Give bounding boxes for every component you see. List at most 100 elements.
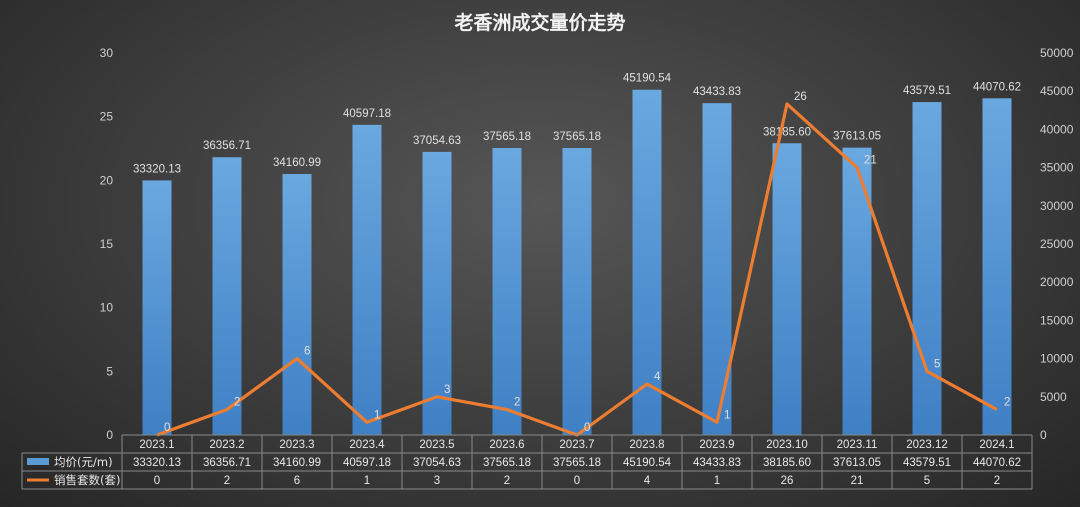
table-price-cell: 37054.63	[413, 457, 461, 469]
sales-count-label: 1	[374, 409, 380, 421]
legend-price-swatch	[27, 458, 49, 465]
left-axis-tick: 30	[100, 46, 114, 60]
table-sales-cell: 2	[994, 475, 1000, 487]
price-bar	[282, 174, 312, 435]
price-bar	[632, 89, 662, 436]
legend-sales-label: 销售套数(套)	[54, 473, 120, 487]
right-axis-tick: 35000	[1040, 161, 1074, 175]
table-price-cell: 33320.13	[133, 457, 181, 469]
left-axis-tick: 5	[106, 364, 113, 378]
price-bar	[352, 124, 382, 435]
table-price-cell: 38185.60	[763, 457, 811, 469]
table-sales-cell: 2	[504, 475, 510, 487]
price-bar	[842, 147, 872, 435]
price-bar-label: 37565.18	[483, 131, 531, 143]
price-bar-label: 34160.99	[273, 157, 321, 169]
category-label: 2024.1	[979, 439, 1014, 451]
sales-count-label: 2	[1004, 397, 1010, 409]
sales-count-label: 2	[514, 397, 520, 409]
price-bar	[562, 148, 592, 436]
right-axis-tick: 0	[1040, 428, 1047, 442]
table-sales-cell: 3	[434, 475, 440, 487]
category-label: 2023.11	[837, 439, 878, 451]
sales-count-label: 21	[864, 155, 877, 167]
price-bar-label: 33320.13	[133, 163, 181, 175]
price-bar	[142, 180, 172, 435]
sales-count-label: 0	[164, 422, 170, 434]
right-axis-tick: 30000	[1040, 199, 1074, 213]
price-bar	[212, 157, 242, 435]
table-price-cell: 40597.18	[343, 457, 391, 469]
table-sales-cell: 2	[224, 475, 230, 487]
price-bar-label: 38185.60	[763, 126, 811, 138]
sales-count-label: 6	[304, 346, 310, 358]
table-sales-cell: 26	[781, 475, 794, 487]
right-axis-tick: 40000	[1040, 122, 1074, 136]
table-price-cell: 44070.62	[973, 457, 1021, 469]
table-sales-cell: 21	[851, 475, 864, 487]
table-price-cell: 37613.05	[833, 457, 881, 469]
category-label: 2023.10	[766, 439, 808, 451]
legend-price-label: 均价(元/m)	[54, 455, 113, 469]
sales-count-label: 3	[444, 384, 450, 396]
category-label: 2023.6	[489, 439, 524, 451]
price-bar-label: 37054.63	[413, 135, 461, 147]
price-bar-label: 44070.62	[973, 81, 1021, 93]
left-axis-tick: 20	[100, 173, 114, 187]
sales-count-label: 5	[934, 358, 940, 370]
category-label: 2023.9	[699, 439, 734, 451]
table-sales-cell: 1	[364, 475, 370, 487]
table-price-cell: 36356.71	[203, 457, 251, 469]
table-sales-cell: 4	[644, 475, 651, 487]
table-sales-cell: 0	[154, 475, 160, 487]
price-bar	[982, 98, 1012, 435]
chart-title: 老香洲成交量价走势	[454, 11, 625, 34]
right-axis-tick: 25000	[1040, 237, 1074, 251]
price-bar	[772, 143, 802, 435]
table-sales-cell: 6	[294, 475, 300, 487]
right-axis-tick: 5000	[1040, 390, 1067, 404]
category-label: 2023.5	[419, 439, 454, 451]
right-axis-tick: 10000	[1040, 352, 1074, 366]
table-price-cell: 34160.99	[273, 457, 321, 469]
left-axis-tick: 25	[100, 110, 114, 124]
table-price-cell: 37565.18	[553, 457, 601, 469]
left-axis-tick: 10	[100, 301, 114, 315]
right-axis-tick: 45000	[1040, 84, 1074, 98]
price-bar	[422, 151, 452, 435]
right-axis-tick: 15000	[1040, 313, 1074, 327]
category-label: 2023.4	[349, 439, 385, 451]
sales-count-label: 1	[724, 409, 730, 421]
table-sales-cell: 0	[574, 475, 580, 487]
price-bar	[492, 148, 522, 436]
price-bar-label: 45190.54	[623, 73, 672, 85]
sales-count-label: 4	[654, 371, 661, 383]
table-price-cell: 43433.83	[693, 457, 741, 469]
table-price-cell: 45190.54	[623, 457, 672, 469]
sales-count-label: 2	[234, 397, 240, 409]
category-label: 2023.3	[279, 439, 314, 451]
category-label: 2023.2	[209, 439, 244, 451]
right-axis-tick: 20000	[1040, 275, 1074, 289]
category-label: 2023.8	[629, 439, 664, 451]
table-sales-cell: 5	[924, 475, 930, 487]
price-bar-label: 37613.05	[833, 131, 881, 143]
left-axis-tick: 0	[106, 428, 113, 442]
category-label: 2023.1	[139, 439, 174, 451]
right-axis-tick: 50000	[1040, 46, 1074, 60]
price-bar-label: 37565.18	[553, 131, 601, 143]
table-sales-cell: 1	[714, 475, 720, 487]
price-bar	[912, 102, 942, 435]
price-bar-label: 36356.71	[203, 140, 251, 152]
left-axis-tick: 15	[100, 237, 114, 251]
price-bar-label: 43433.83	[693, 86, 741, 98]
table-price-cell: 43579.51	[903, 457, 951, 469]
price-bar-label: 40597.18	[343, 108, 391, 120]
table-price-cell: 37565.18	[483, 457, 531, 469]
price-bar-label: 43579.51	[903, 85, 951, 97]
sales-count-label: 26	[794, 91, 807, 103]
category-label: 2023.7	[559, 439, 594, 451]
category-label: 2023.12	[906, 439, 948, 451]
